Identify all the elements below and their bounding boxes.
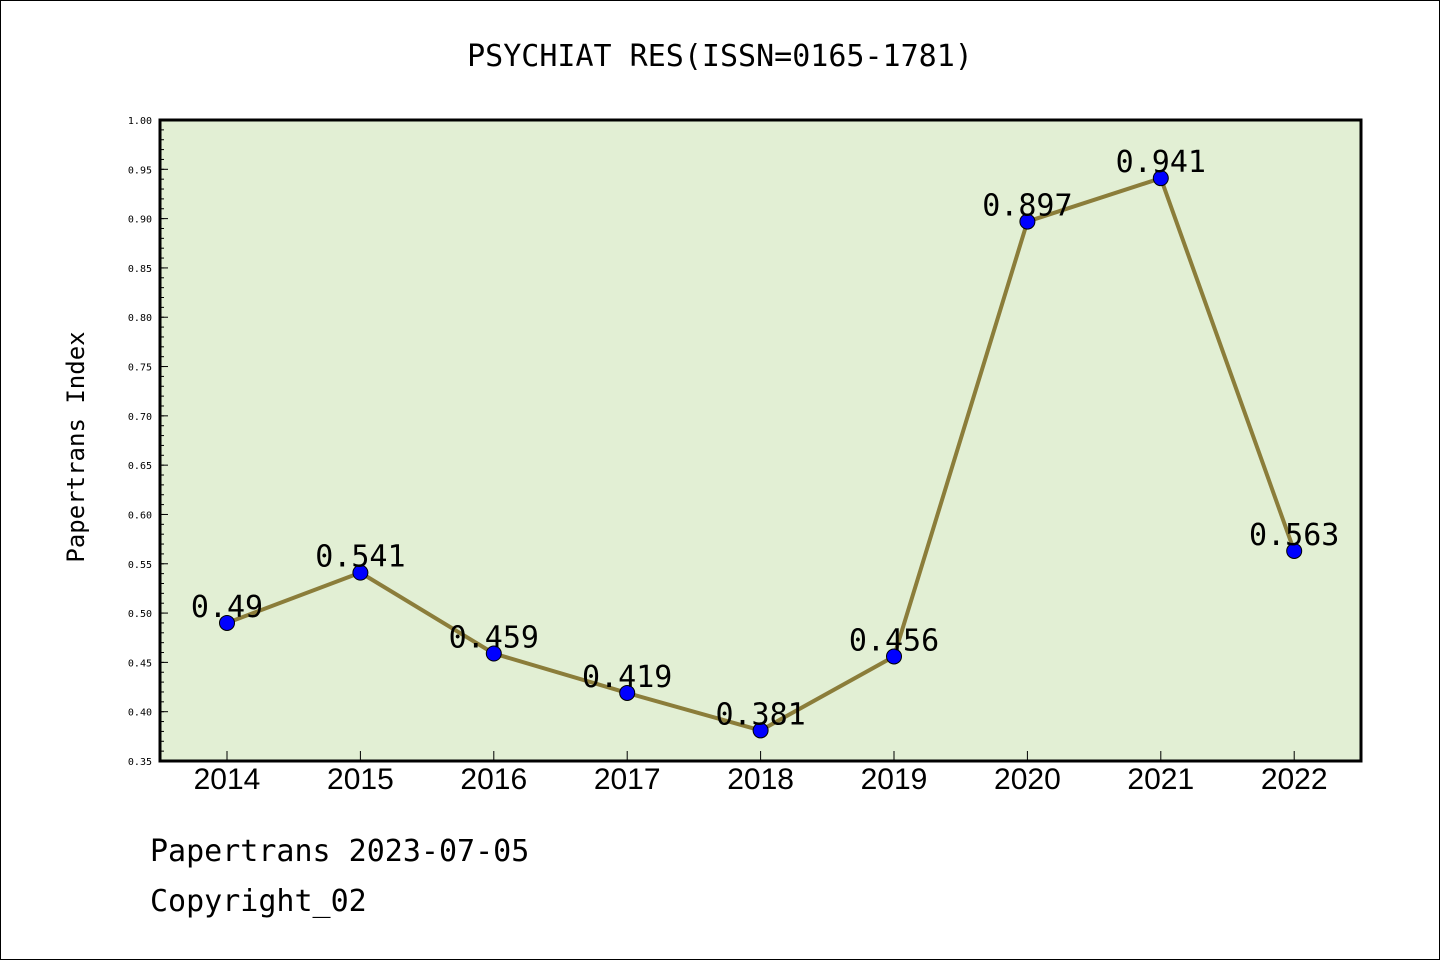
y-tick-label: 0.70 [128,412,152,423]
data-point [485,645,502,662]
data-label: 0.456 [849,623,939,658]
data-point [752,722,769,739]
y-tick-label: 0.90 [128,215,152,226]
data-point [219,614,235,631]
data-labels: 0.49 0.541 0.459 0.419 0.381 0.456 0.897 0.941 0… [191,145,1339,732]
x-tick-label: 2017 [594,763,661,796]
footer-date: Papertrans 2023-07-05 [150,834,530,869]
y-tick-label: 0.75 [128,363,152,374]
data-point [1019,213,1036,230]
data-label: 0.563 [1249,518,1339,553]
data-label: 0.49 [191,590,263,625]
plot-area [160,120,1361,761]
y-axis: 0.35 0.40 0.45 0.50 0.55 0.60 0.65 0.70 0.75 0.80… [128,116,168,768]
x-tick-label: 2015 [327,763,394,796]
y-tick-label: 0.60 [128,510,152,521]
x-tick-label: 2016 [460,763,527,796]
y-tick-label: 0.85 [128,264,152,275]
x-tick-label: 2018 [727,763,794,796]
data-label: 0.419 [582,660,672,695]
y-tick-label: 0.45 [128,658,152,669]
data-label: 0.381 [715,697,805,732]
markers [219,170,1303,739]
data-point [619,684,636,701]
data-point [886,648,902,665]
data-point [352,564,369,581]
y-tick-label: 0.50 [128,609,152,620]
data-label: 0.941 [1116,145,1206,180]
plot-border [158,118,1363,763]
x-tick-label: 2014 [194,763,261,796]
y-tick-label: 0.40 [128,708,152,719]
data-point [1152,170,1169,187]
x-tick-label: 2019 [861,763,928,796]
y-tick-label: 1.00 [128,116,152,127]
x-axis: 2014 2015 2016 2017 2018 2019 2020 2021 2022 [194,751,1328,796]
y-axis-label: Papertrans Index [62,331,90,562]
y-tick-label: 0.35 [128,757,152,768]
data-point [1286,542,1303,559]
y-tick-label: 0.55 [128,560,152,571]
x-tick-label: 2021 [1127,763,1194,796]
y-tick-label: 0.80 [128,313,152,324]
x-tick-label: 2020 [994,763,1061,796]
x-tick-label: 2022 [1261,763,1328,796]
y-tick-label: 0.65 [128,461,152,472]
data-label: 0.541 [315,540,405,575]
footer-copyright: Copyright_02 [150,884,367,919]
data-label: 0.897 [982,189,1072,224]
chart-title: PSYCHIAT RES(ISSN=0165-1781) [467,39,973,74]
y-tick-label: 0.95 [128,165,152,176]
data-label: 0.459 [449,621,539,656]
